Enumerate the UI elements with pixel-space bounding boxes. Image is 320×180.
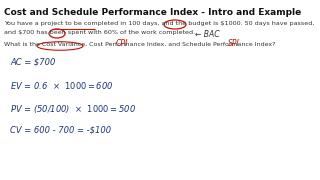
Text: What is the Cost Variance, Cost Performance Index, and Schedule Performance Inde: What is the Cost Variance, Cost Performa… — [4, 42, 276, 47]
Text: and $700 has been spent with 60% of the work completed.: and $700 has been spent with 60% of the … — [4, 30, 195, 35]
Text: EV = 0.6  ×  $1000 = $600: EV = 0.6 × $1000 = $600 — [10, 80, 114, 91]
Text: SPI: SPI — [228, 39, 240, 48]
Text: ← BAC: ← BAC — [195, 30, 220, 39]
Text: You have a project to be completed in 100 days, and the budget is $1000. 50 days: You have a project to be completed in 10… — [4, 21, 314, 26]
Text: CV = 600 - 700 = -$100: CV = 600 - 700 = -$100 — [10, 126, 111, 135]
Text: AC = $700: AC = $700 — [10, 57, 55, 66]
Text: PV = (50/100)  ×  $1000 = $500: PV = (50/100) × $1000 = $500 — [10, 103, 136, 115]
Text: CPI: CPI — [116, 39, 128, 48]
Text: Cost and Schedule Performance Index - Intro and Example: Cost and Schedule Performance Index - In… — [4, 8, 301, 17]
